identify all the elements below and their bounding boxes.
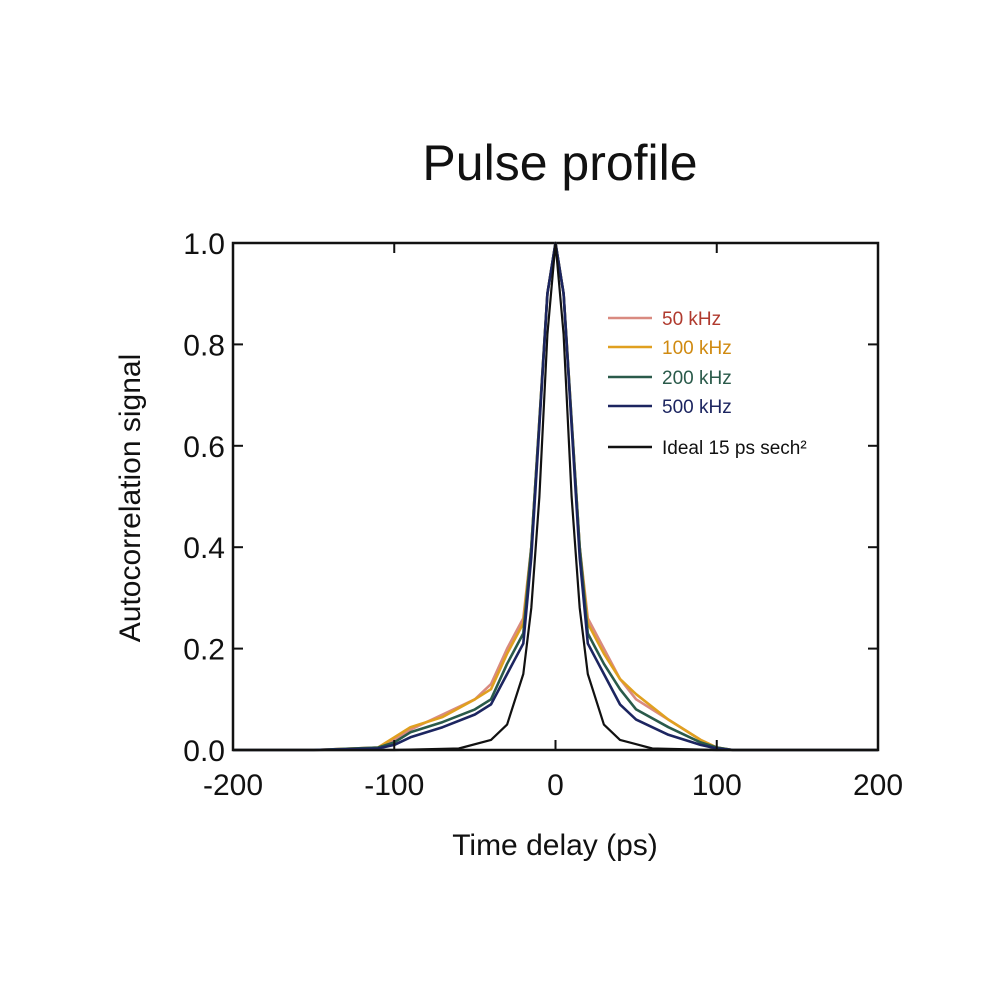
- y-tick-label: 0.0: [183, 735, 225, 768]
- series-line-0: [233, 241, 878, 752]
- series-line-1: [233, 241, 878, 752]
- x-tick-label: 0: [547, 769, 564, 802]
- y-tick-label: 0.2: [183, 634, 225, 667]
- legend: 50 kHz 100 kHz 200 kHz 500 kHz Ideal 15 ps s…: [608, 309, 807, 459]
- x-tick-label: -200: [203, 769, 263, 802]
- plot-frame: [231, 241, 880, 752]
- legend-label-3: 500 kHz: [662, 397, 732, 418]
- series-layer: [233, 241, 878, 752]
- legend-label-2: 200 kHz: [662, 368, 732, 389]
- series-line-4: [233, 241, 878, 752]
- legend-label-4: Ideal 15 ps sech²: [662, 438, 807, 459]
- legend-label-1: 100 kHz: [662, 338, 732, 359]
- y-tick-label: 0.4: [183, 532, 225, 565]
- series-line-3: [233, 241, 878, 752]
- x-tick-label: 200: [853, 769, 903, 802]
- legend-label-0: 50 kHz: [662, 309, 721, 330]
- x-tick-label: 100: [692, 769, 742, 802]
- y-tick-label: 0.6: [183, 431, 225, 464]
- series-line-2: [233, 241, 878, 752]
- y-tick-label: 0.8: [183, 329, 225, 362]
- y-tick-label: 1.0: [183, 228, 225, 261]
- x-tick-label: -100: [364, 769, 424, 802]
- x-axis-label: Time delay (ps): [452, 829, 658, 862]
- y-axis-label: Autocorrelation signal: [114, 354, 147, 643]
- chart-title: Pulse profile: [422, 135, 697, 191]
- ticks-layer: -200 -100 0 100 200 0.0 0.2 0.4 0.6 0.8 1.0: [183, 228, 903, 802]
